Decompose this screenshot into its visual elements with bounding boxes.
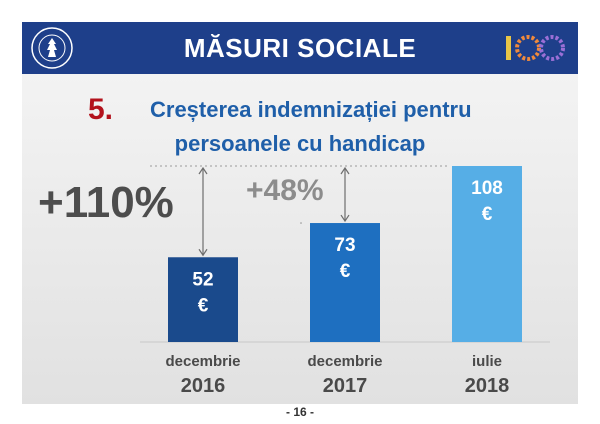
bar-unit-label: € xyxy=(340,261,351,282)
arrow-total-head-down xyxy=(198,248,208,257)
bar-unit-label: € xyxy=(198,295,209,316)
category-label-line2: 2017 xyxy=(323,375,368,397)
header-bar: MĂSURI SOCIALE xyxy=(22,22,578,74)
bar-2017 xyxy=(310,223,380,342)
arrow-total-head-up xyxy=(198,166,208,175)
category-label-line2: 2016 xyxy=(181,375,226,397)
category-label-line1: decembrie xyxy=(165,353,240,370)
bar-value-label: 52 xyxy=(192,269,213,290)
government-seal-icon xyxy=(31,27,73,69)
increase-step-label: +48% xyxy=(246,174,324,207)
bar-2018 xyxy=(452,166,522,342)
arrow-step-head-down xyxy=(340,214,350,223)
bar-unit-label: € xyxy=(482,204,493,225)
category-label-line1: decembrie xyxy=(307,353,382,370)
centenary-logo-icon xyxy=(506,35,565,61)
arrow-step-head-up xyxy=(340,166,350,175)
category-label-line1: iulie xyxy=(472,353,502,370)
slide-number: 5. xyxy=(88,93,114,126)
category-label-line2: 2018 xyxy=(465,375,510,397)
bar-value-label: 73 xyxy=(334,235,355,256)
bar-2016 xyxy=(168,257,238,342)
slide-title-line1: Creșterea indemnizației pentru xyxy=(150,97,472,122)
bar-value-label: 108 xyxy=(471,178,503,199)
page-number: - 16 - xyxy=(285,405,314,419)
increase-total-label: +110% xyxy=(38,178,174,227)
slide-title-line2: persoanele cu handicap xyxy=(174,131,426,156)
header-title: MĂSURI SOCIALE xyxy=(183,33,417,63)
